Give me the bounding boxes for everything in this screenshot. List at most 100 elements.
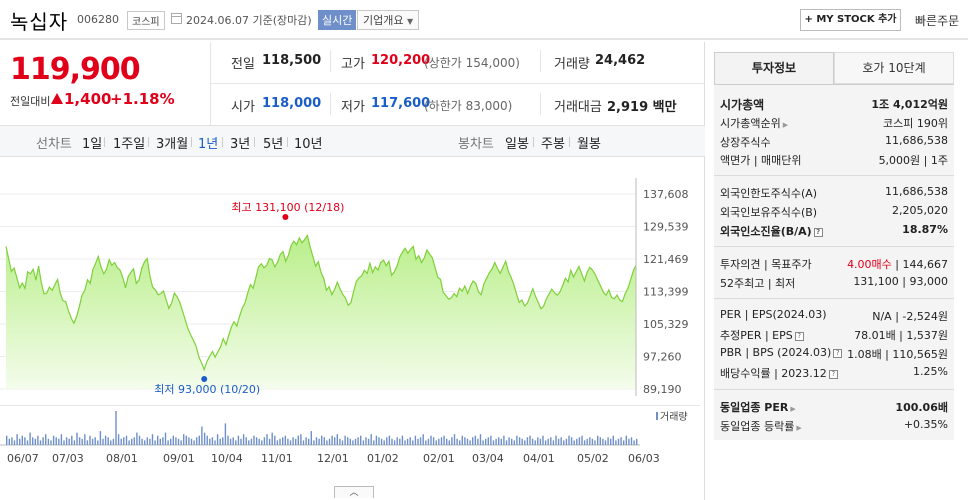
- foreign-hold-label: 외국인보유주식수(B): [720, 206, 818, 219]
- volume-bar: [235, 440, 237, 445]
- shares-label: 상장주식수: [720, 136, 771, 149]
- par-value: 5,000원 | 1주: [878, 154, 948, 167]
- calendar-icon: [171, 13, 182, 24]
- mcap-rank-label: 시가총액순위: [720, 117, 781, 130]
- period-3y[interactable]: 3년: [230, 137, 251, 152]
- company-overview-dropdown[interactable]: 기업개요 ▼: [357, 10, 420, 30]
- volume-bar: [52, 435, 55, 445]
- divider: [714, 84, 954, 85]
- volume-bar: [86, 440, 89, 445]
- volume-bar: [11, 437, 13, 445]
- volume-bar: [459, 440, 461, 445]
- volume-bar: [612, 435, 614, 445]
- volume-bar: [133, 437, 135, 445]
- volume-bar: [435, 440, 437, 445]
- volume-bar: [477, 438, 479, 445]
- help-icon[interactable]: ?: [813, 227, 823, 237]
- volume-bar: [63, 440, 65, 445]
- period-1w[interactable]: 1주일: [113, 137, 146, 152]
- volume-bar: [196, 437, 198, 445]
- volume-bar: [214, 440, 216, 445]
- help-icon[interactable]: ?: [833, 348, 843, 358]
- volume-bar: [13, 440, 16, 445]
- volume-bar: [185, 435, 187, 445]
- candle-daily[interactable]: 일봉: [505, 137, 529, 152]
- volume-bar: [292, 437, 294, 445]
- chevron-up-icon: ︿: [349, 488, 359, 498]
- volume-bar: [172, 435, 174, 445]
- divider: [714, 175, 954, 176]
- volume-bar: [633, 440, 635, 445]
- volume-bar: [190, 438, 193, 445]
- y-tick-label: 97,260: [643, 351, 682, 364]
- volume-bar: [276, 440, 279, 445]
- volume-bar: [308, 438, 310, 445]
- y-tick-label: 121,469: [643, 253, 689, 266]
- volume-bar: [102, 438, 104, 445]
- industry-per-link[interactable]: 동일업종 PER ▶: [720, 399, 796, 415]
- help-icon[interactable]: ?: [828, 369, 838, 379]
- w52-value: 131,100 | 93,000: [853, 275, 948, 288]
- volume-bar: [409, 437, 411, 445]
- volume-bar: [578, 437, 581, 445]
- industry-per-label: 동일업종 PER: [720, 401, 789, 414]
- volume-bar: [19, 438, 21, 445]
- volume-bar: [268, 438, 271, 445]
- volume-bar: [146, 437, 148, 445]
- add-mystock-button[interactable]: + MY STOCK 추가: [800, 9, 901, 31]
- volume-bar: [531, 438, 534, 445]
- volume-bar: [112, 438, 115, 445]
- volume-bar: [55, 437, 57, 445]
- low-annotation: 최저 93,000 (10/20): [154, 383, 260, 396]
- divider: [533, 137, 534, 147]
- candle-weekly[interactable]: 주봉: [541, 137, 565, 152]
- volume-bar: [232, 437, 234, 445]
- volume-bar: [29, 432, 31, 445]
- x-tick-label: 04/01: [523, 452, 555, 465]
- volume-bar: [253, 435, 255, 445]
- help-icon[interactable]: ?: [794, 331, 804, 341]
- volume-bar: [154, 440, 156, 445]
- period-5y[interactable]: 5년: [263, 137, 284, 152]
- foreign-limit-value: 11,686,538: [885, 185, 948, 198]
- volume-bar: [516, 435, 518, 445]
- volume-value: 24,462: [595, 53, 646, 68]
- volume-bar: [490, 435, 492, 445]
- volume-bar: [78, 437, 81, 445]
- prev-close-label: 전일: [231, 57, 255, 72]
- volume-bar: [237, 435, 240, 445]
- volume-bar: [138, 435, 141, 445]
- volume-bar: [271, 432, 273, 445]
- volume-bar: [492, 440, 495, 445]
- volume-bar: [422, 434, 424, 445]
- mcap-value: 1조 4,012억원: [871, 98, 948, 111]
- volume-bar: [287, 438, 289, 445]
- period-1d[interactable]: 1일: [82, 137, 103, 152]
- realtime-button[interactable]: 실시간: [318, 10, 357, 30]
- volume-bar: [443, 435, 445, 445]
- volume-bar: [521, 438, 523, 445]
- industry-rate-link[interactable]: 동일업종 등락률 ▶: [720, 418, 802, 434]
- quick-order-button[interactable]: 빠른주문: [915, 14, 960, 28]
- volume-bar: [552, 440, 555, 445]
- price-area-chart: 137,608 129,539 121,469 113,399 105,329 97,26…: [0, 178, 689, 396]
- volume-label: 거래량: [554, 57, 590, 72]
- collapse-chart-button[interactable]: ︿: [334, 486, 374, 498]
- volume-bar: [615, 440, 617, 445]
- volume-bar: [404, 440, 406, 445]
- tab-invest-info[interactable]: 투자정보: [714, 52, 834, 84]
- volume-bar: [222, 437, 224, 445]
- caret-right-icon: ▶: [782, 121, 789, 129]
- volume-bar: [396, 437, 398, 445]
- volume-bar: [250, 438, 253, 445]
- period-1y[interactable]: 1년: [198, 137, 219, 152]
- divider: [330, 93, 331, 115]
- mcap-rank-link[interactable]: 시가총액순위 ▶: [720, 115, 788, 131]
- candle-monthly[interactable]: 월봉: [577, 137, 601, 152]
- volume-bar: [211, 437, 214, 445]
- period-10y[interactable]: 10년: [294, 137, 323, 152]
- volume-bar: [245, 437, 247, 445]
- period-3m[interactable]: 3개월: [156, 137, 189, 152]
- tab-hoga-10[interactable]: 호가 10단계: [834, 52, 954, 84]
- divider: [254, 137, 255, 147]
